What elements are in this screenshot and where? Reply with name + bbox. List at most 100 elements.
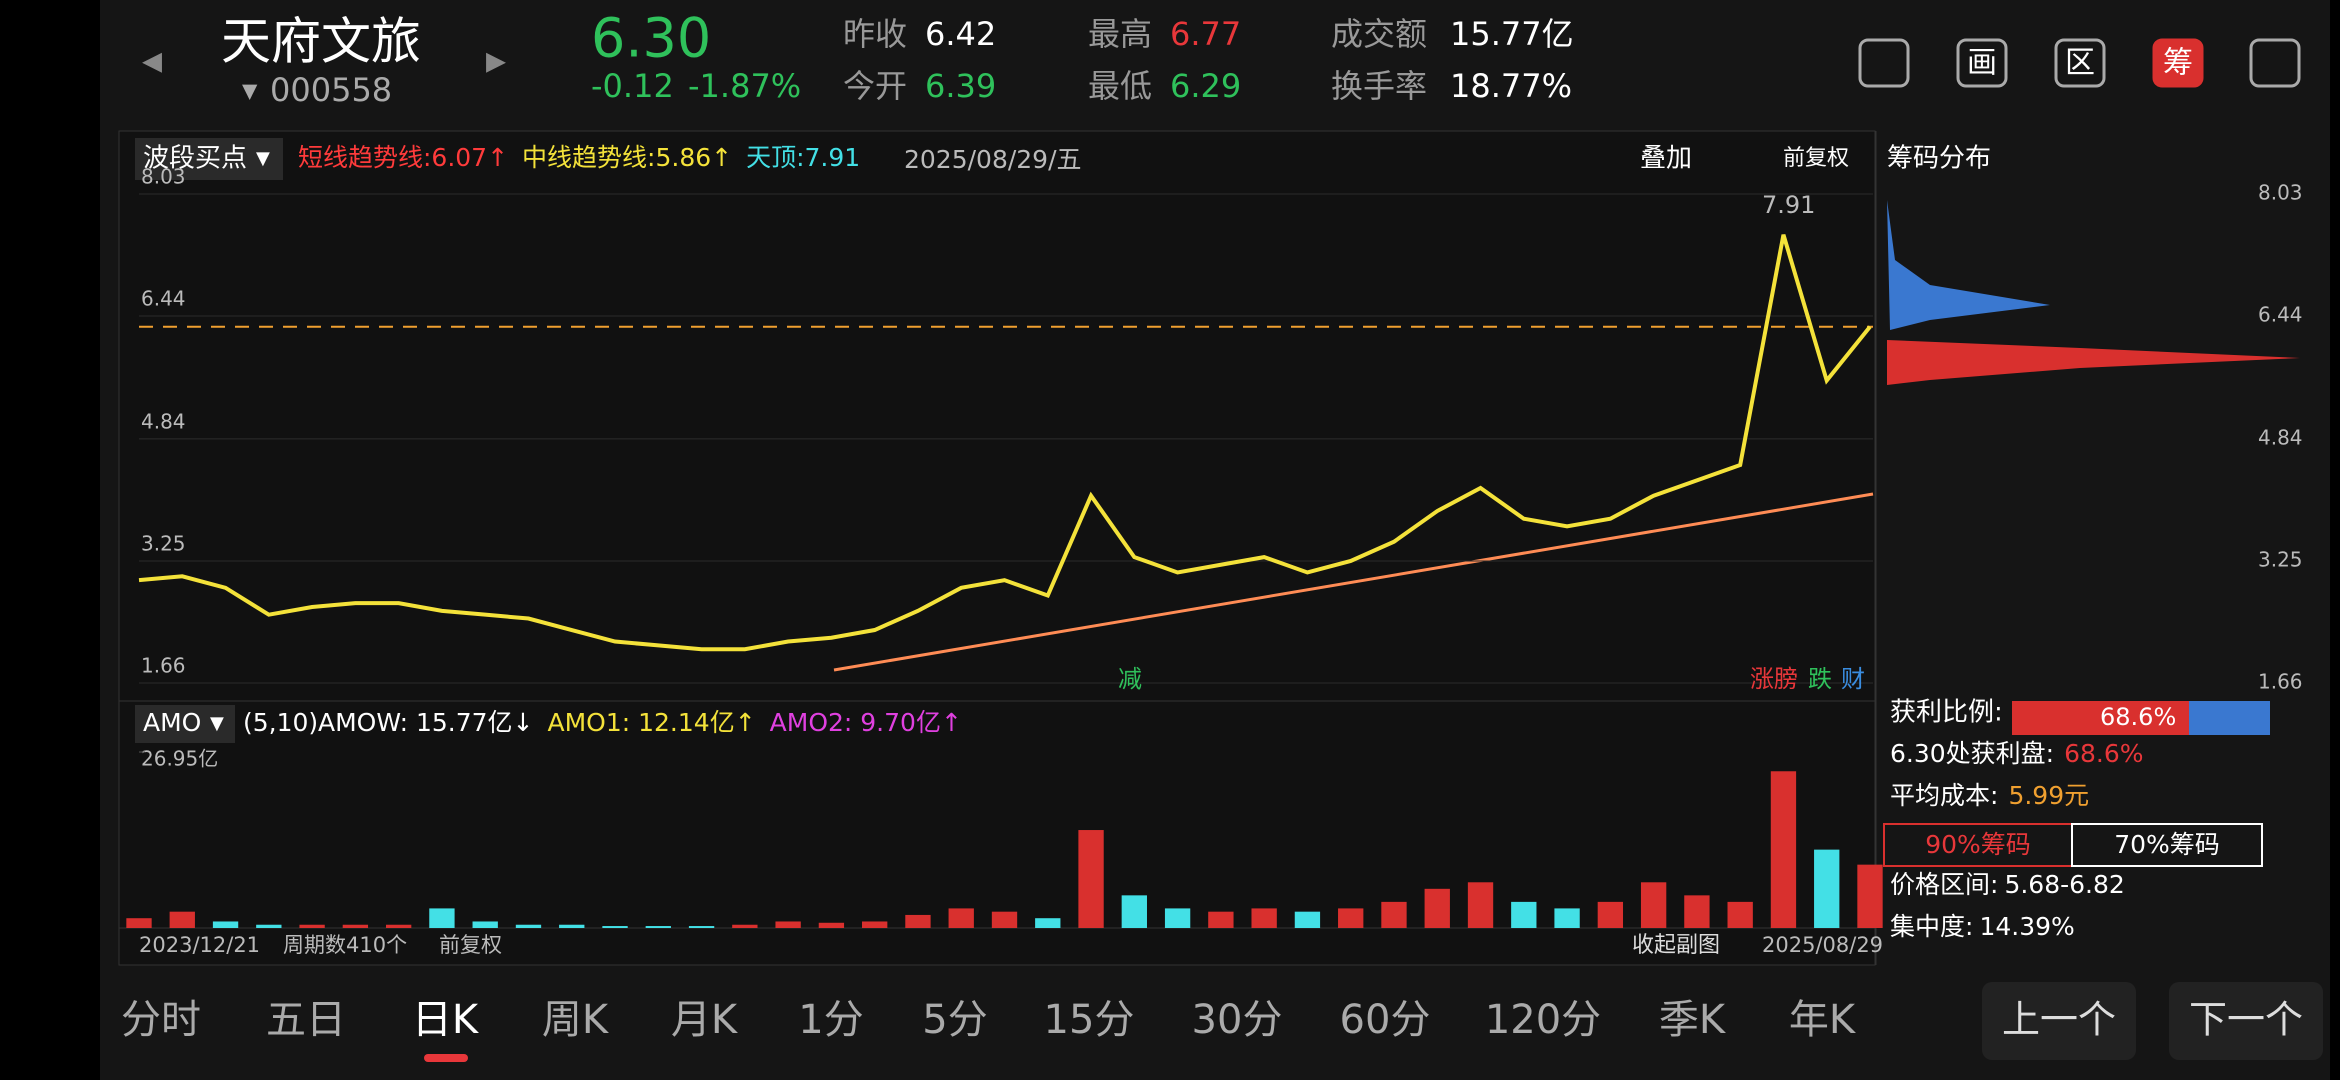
stat-label: 成交额 — [1331, 15, 1427, 53]
indicator-select[interactable] — [135, 705, 235, 743]
tab[interactable]: 日K — [412, 997, 480, 1043]
icon-button[interactable] — [1956, 38, 2008, 88]
tab[interactable]: 120分 — [1485, 997, 1601, 1043]
stat-value: 6.29 — [1170, 67, 1241, 105]
tab[interactable]: 30分 — [1192, 997, 1283, 1043]
profit-label: 68.6% — [2100, 703, 2176, 731]
volume-bar — [429, 908, 455, 928]
nav-button[interactable] — [1982, 982, 2136, 1060]
stat-value: 15.77亿 — [1450, 15, 1574, 53]
y-tick-label-right: 4.84 — [2258, 425, 2303, 449]
volume-bar — [1251, 908, 1277, 928]
stat-label: 昨收 — [843, 15, 907, 53]
badge: 财 — [1841, 665, 1865, 693]
legend-item: 短线趋势线:6.07↑ — [298, 143, 508, 172]
nav-text[interactable]: 上一个 — [2002, 998, 2116, 1042]
stat-label: 换手率 — [1331, 67, 1427, 105]
stat-value: 18.77% — [1450, 67, 1572, 105]
tab[interactable]: 15分 — [1044, 997, 1135, 1043]
volume-bar — [1467, 882, 1494, 928]
indicator-select[interactable] — [135, 138, 283, 180]
tab[interactable]: 年K — [1789, 997, 1857, 1043]
tab[interactable]: 五日 — [266, 997, 346, 1043]
y-tick-label: 26.95亿 — [141, 747, 218, 771]
icon-button[interactable] — [2054, 38, 2106, 88]
collapse[interactable]: 收起副图 — [1632, 933, 1720, 958]
volume-bar — [1814, 849, 1840, 928]
tab[interactable]: 5分 — [922, 997, 987, 1043]
x-label: 2025/08/29 — [1762, 933, 1883, 957]
y-tick-label-right: 8.03 — [2258, 181, 2303, 205]
y-tick-label: 8.03 — [141, 165, 186, 189]
overlay[interactable]: 叠加 — [1640, 144, 1692, 174]
volume-bar — [1381, 901, 1407, 928]
volume-bar — [1770, 771, 1797, 928]
stat-value: 6.77 — [1170, 15, 1241, 53]
indicator-name: AMO — [143, 708, 201, 737]
y-tick-label: 1.66 — [141, 654, 186, 678]
volume-bar — [602, 926, 628, 928]
volume-bar — [385, 924, 412, 928]
y-tick-label-right: 3.25 — [2258, 547, 2303, 571]
tab[interactable]: 1分 — [798, 997, 863, 1043]
icon-button[interactable] — [2249, 38, 2301, 88]
price-line — [138, 234, 1872, 652]
legend-item: 天顶:7.91 — [746, 143, 860, 172]
y-tick-label: 6.44 — [141, 287, 186, 311]
volume-bar — [559, 924, 585, 928]
x-label: 前复权 — [439, 933, 502, 957]
icon-text: 筹 — [2163, 46, 2193, 81]
volume-bar — [645, 926, 671, 928]
indicator-name: 波段买点 — [143, 144, 247, 174]
prev-arrow[interactable]: ◀ — [142, 47, 162, 77]
legend-item: AMO1: 12.14亿↑ — [548, 708, 756, 737]
dropdown: ▼ — [210, 713, 224, 734]
params: (5,10) — [243, 708, 318, 737]
x-label: 周期数410个 — [283, 933, 407, 957]
volume-bar — [688, 926, 715, 928]
change-pct: -1.87% — [688, 67, 801, 105]
adjust[interactable]: 前复权 — [1783, 146, 1849, 171]
y-tick-label-right: 1.66 — [2258, 670, 2303, 694]
volume-bar — [1597, 901, 1624, 928]
icon-button[interactable] — [1858, 38, 1910, 88]
volume-bar — [991, 911, 1018, 928]
nav-text[interactable]: 下一个 — [2189, 998, 2303, 1042]
chips-value: 68.6% — [2064, 739, 2143, 768]
profit-bar — [2012, 701, 2189, 735]
volume-bar — [1727, 901, 1753, 928]
volume-bar — [1424, 888, 1450, 928]
x-label: 2023/12/21 — [139, 933, 260, 957]
change: -0.12 — [591, 67, 674, 105]
tab[interactable]: 月K — [671, 997, 739, 1043]
chips-label: 价格区间: — [1890, 870, 1998, 899]
chart-panel — [118, 130, 1876, 966]
tab[interactable]: 季K — [1659, 997, 1727, 1043]
legend-item: AMO2: 9.70亿↑ — [770, 708, 962, 737]
volume-bar — [299, 924, 325, 928]
stock-code: 000558 — [270, 71, 392, 109]
date: 2025/08/29/五 — [904, 145, 1082, 174]
volume-bar — [1554, 908, 1580, 928]
annotation: 减 — [1118, 665, 1142, 693]
next-arrow[interactable]: ▶ — [486, 47, 506, 77]
volume-bar — [948, 908, 974, 928]
tab-indicator — [424, 1054, 468, 1062]
volume-bar — [775, 921, 801, 928]
badge: 涨膀 — [1750, 665, 1798, 693]
tab[interactable]: 分时 — [121, 997, 201, 1043]
nav-button[interactable] — [2169, 982, 2323, 1060]
icon-button[interactable] — [2152, 38, 2204, 88]
volume-bar — [1035, 918, 1061, 928]
tab[interactable]: 60分 — [1340, 997, 1431, 1043]
chips-value: 14.39% — [1979, 912, 2074, 941]
tab[interactable]: 周K — [542, 997, 610, 1043]
chip-button[interactable] — [2071, 823, 2263, 867]
icon-text: 区 — [2065, 46, 2095, 81]
volume-bar — [256, 924, 282, 928]
volume-bar — [732, 924, 758, 928]
volume-bar — [1208, 911, 1234, 928]
icon-text: 画 — [1967, 46, 1997, 81]
badge: 跌 — [1808, 665, 1832, 693]
